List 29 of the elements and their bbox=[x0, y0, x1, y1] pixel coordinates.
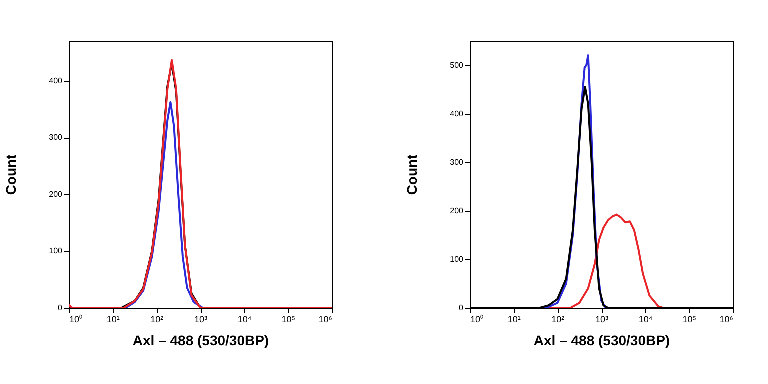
x-tick-label: 10³ bbox=[194, 314, 208, 324]
y-tick-label: 400 bbox=[49, 76, 64, 86]
x-tick-label: 10⁵ bbox=[282, 314, 296, 324]
x-tick-label: 10⁶ bbox=[720, 314, 734, 324]
y-tick-label: 400 bbox=[450, 109, 464, 118]
x-tick-label: 10⁰ bbox=[470, 314, 484, 324]
y-axis-title: Count bbox=[3, 154, 20, 196]
y-tick-label: 200 bbox=[49, 190, 64, 199]
y-tick-label: 0 bbox=[58, 304, 64, 312]
y-axis-title: Count bbox=[404, 154, 420, 196]
y-tick-label: 300 bbox=[450, 158, 464, 167]
x-tick-label: 10⁶ bbox=[318, 314, 333, 324]
x-tick-label: 10⁵ bbox=[682, 314, 697, 324]
x-axis-title: Axl – 488 (530/30BP) bbox=[534, 332, 670, 348]
x-tick-label: 10² bbox=[150, 314, 164, 324]
x-tick-label: 10¹ bbox=[106, 314, 120, 324]
y-tick-label: 300 bbox=[49, 133, 64, 142]
y-tick-label: 500 bbox=[450, 60, 464, 70]
x-tick-label: 10² bbox=[552, 314, 565, 324]
x-tick-label: 10⁴ bbox=[238, 314, 252, 324]
x-axis-title: Axl – 488 (530/30BP) bbox=[132, 332, 270, 348]
x-tick-label: 10³ bbox=[595, 314, 609, 324]
y-tick-label: 100 bbox=[49, 246, 64, 256]
y-tick-label: 100 bbox=[450, 254, 464, 264]
x-tick-label: 10⁰ bbox=[70, 314, 83, 324]
x-tick-label: 10¹ bbox=[508, 314, 521, 324]
y-tick-label: 200 bbox=[450, 206, 464, 216]
x-tick-label: 10⁴ bbox=[638, 314, 653, 324]
y-tick-label: 0 bbox=[459, 304, 464, 312]
